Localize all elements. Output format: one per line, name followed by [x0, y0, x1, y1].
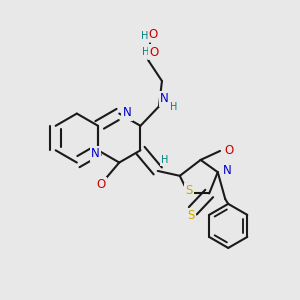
Text: O: O	[225, 144, 234, 157]
Text: S: S	[185, 184, 193, 197]
Text: O: O	[150, 46, 159, 59]
Text: H: H	[141, 31, 148, 41]
Text: H: H	[142, 47, 150, 57]
Text: N: N	[123, 106, 132, 119]
Text: H: H	[161, 155, 168, 165]
Text: H: H	[170, 102, 178, 112]
Text: N: N	[160, 92, 169, 105]
Text: O: O	[97, 178, 106, 191]
Text: N: N	[91, 147, 100, 161]
Text: O: O	[148, 28, 158, 41]
Text: N: N	[223, 164, 232, 178]
Text: S: S	[188, 209, 195, 222]
